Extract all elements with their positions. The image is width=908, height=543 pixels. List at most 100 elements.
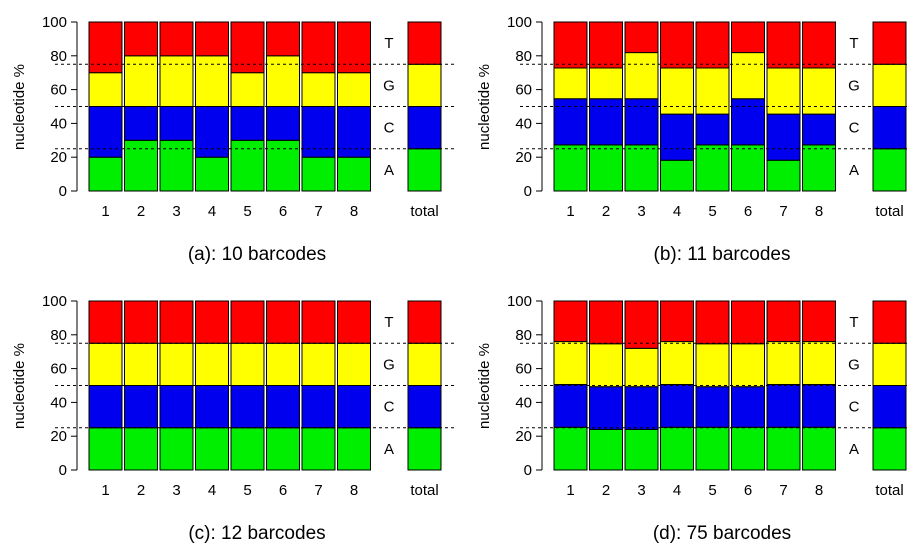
bar-segment-T-total xyxy=(407,300,442,344)
bar-segment-A-1 xyxy=(553,426,588,471)
x-tick-label: 1 xyxy=(101,203,109,220)
bar-segment-C-6 xyxy=(731,98,765,146)
nucleotide-label-T: T xyxy=(384,314,393,331)
bar-segment-A-3 xyxy=(159,139,194,192)
y-tick-label: 20 xyxy=(50,149,67,166)
bar-segment-T-3 xyxy=(159,21,194,57)
bar-segment-C-5 xyxy=(695,113,730,146)
bar-segment-T-6 xyxy=(266,300,300,344)
bar-segment-G-8 xyxy=(802,341,836,385)
bar-segment-G-4 xyxy=(195,55,229,107)
bar-segment-G-6 xyxy=(266,342,300,386)
bar-segment-A-5 xyxy=(695,144,730,192)
nucleotide-label-G: G xyxy=(848,77,860,94)
bar-segment-T-5 xyxy=(230,300,265,344)
y-tick-label: 80 xyxy=(50,327,67,344)
bar-segment-C-7 xyxy=(766,383,801,428)
y-tick-label: 80 xyxy=(515,327,532,344)
bar-segment-A-8 xyxy=(337,156,371,192)
bar-segment-C-1 xyxy=(88,385,123,429)
bar-segment-G-5 xyxy=(695,343,730,388)
bar-segment-G-1 xyxy=(553,341,588,385)
bar-segment-A-7 xyxy=(766,159,801,192)
x-tick-label-total: total xyxy=(410,482,438,499)
bar-segment-T-4 xyxy=(195,21,229,57)
x-tick-label: 3 xyxy=(637,482,645,499)
nucleotide-label-C: C xyxy=(849,399,860,416)
bar-segment-C-8 xyxy=(802,383,836,428)
bar-segment-C-4 xyxy=(195,106,229,158)
bar-segment-T-1 xyxy=(553,300,588,343)
y-axis-label: nucleotide % xyxy=(11,64,28,150)
bar-segment-G-6 xyxy=(731,52,765,100)
chart-panel-2: 0 20 40 60 80 100 nucleotide % 1 2 3 4 5 6 7 8 total A C G… xyxy=(476,14,908,265)
bar-segment-T-5 xyxy=(695,300,730,345)
bar-segment-G-7 xyxy=(301,72,336,107)
bar-segment-G-3 xyxy=(624,52,659,100)
bar-segment-A-total xyxy=(872,148,907,192)
bar-segment-T-total xyxy=(872,300,907,344)
chart-panel-1: 0 20 40 60 80 100 nucleotide % 1 2 3 4 5 6 7 8 total A C G… xyxy=(11,14,457,265)
bar-segment-C-4 xyxy=(195,385,229,429)
bar-segment-G-3 xyxy=(159,55,194,107)
y-axis-label: nucleotide % xyxy=(476,343,493,429)
bar-segment-C-8 xyxy=(337,385,371,429)
y-tick-label: 100 xyxy=(42,293,67,310)
bar-segment-T-8 xyxy=(802,300,836,343)
bar-segment-A-7 xyxy=(301,156,336,192)
bar-segment-C-7 xyxy=(766,113,801,161)
bar-segment-A-8 xyxy=(337,427,371,471)
nucleotide-label-A: A xyxy=(384,162,394,179)
bar-segment-A-1 xyxy=(553,144,588,192)
bar-segment-G-1 xyxy=(88,72,123,107)
bar-segment-A-3 xyxy=(624,428,659,471)
bar-segment-T-1 xyxy=(88,21,123,74)
bar-segment-T-5 xyxy=(230,21,265,74)
y-tick-label: 20 xyxy=(50,428,67,445)
bar-segment-C-8 xyxy=(337,106,371,158)
x-tick-label: 8 xyxy=(350,203,358,220)
bar-segment-A-4 xyxy=(195,156,229,192)
bar-segment-C-2 xyxy=(124,106,158,141)
bar-segment-C-1 xyxy=(553,383,588,428)
chart-panel-3: 0 20 40 60 80 100 nucleotide % 1 2 3 4 5 6 7 8 total A C G… xyxy=(11,293,457,543)
bar-segment-A-2 xyxy=(124,427,158,471)
bar-segment-G-2 xyxy=(124,55,158,107)
nucleotide-label-A: A xyxy=(849,441,859,458)
bar-segment-C-total xyxy=(407,385,442,429)
bar-segment-T-8 xyxy=(337,21,371,74)
bar-segment-C-1 xyxy=(88,106,123,158)
bar-segment-A-total xyxy=(407,148,442,192)
panel-caption: (c): 12 barcodes xyxy=(188,523,325,543)
nucleotide-label-T: T xyxy=(384,35,393,52)
bar-segment-C-2 xyxy=(589,98,623,146)
x-tick-label: 4 xyxy=(673,482,681,499)
bar-segment-C-6 xyxy=(266,385,300,429)
x-tick-label: 7 xyxy=(779,203,787,220)
bar-segment-C-2 xyxy=(124,385,158,429)
bar-segment-G-1 xyxy=(553,67,588,100)
bar-segment-A-6 xyxy=(266,139,300,192)
bar-segment-A-2 xyxy=(589,428,623,471)
bar-segment-T-7 xyxy=(301,21,336,74)
bar-segment-C-7 xyxy=(301,106,336,158)
x-tick-label: 3 xyxy=(172,482,180,499)
bar-segment-C-4 xyxy=(660,113,694,161)
bar-segment-T-7 xyxy=(766,21,801,69)
bar-segment-G-7 xyxy=(766,67,801,115)
x-tick-label: 7 xyxy=(779,482,787,499)
x-tick-label: 8 xyxy=(350,482,358,499)
bar-segment-G-8 xyxy=(337,72,371,107)
x-tick-label: 1 xyxy=(566,482,574,499)
bar-segment-A-1 xyxy=(88,156,123,192)
bar-segment-A-3 xyxy=(159,427,194,471)
bar-segment-G-3 xyxy=(159,342,194,386)
panel-caption: (d): 75 barcodes xyxy=(653,523,791,543)
y-tick-label: 100 xyxy=(42,14,67,31)
x-tick-label: 2 xyxy=(602,203,610,220)
bar-segment-C-7 xyxy=(301,385,336,429)
nucleotide-label-G: G xyxy=(383,77,395,94)
bar-segment-A-7 xyxy=(766,426,801,471)
x-tick-label: 1 xyxy=(101,482,109,499)
